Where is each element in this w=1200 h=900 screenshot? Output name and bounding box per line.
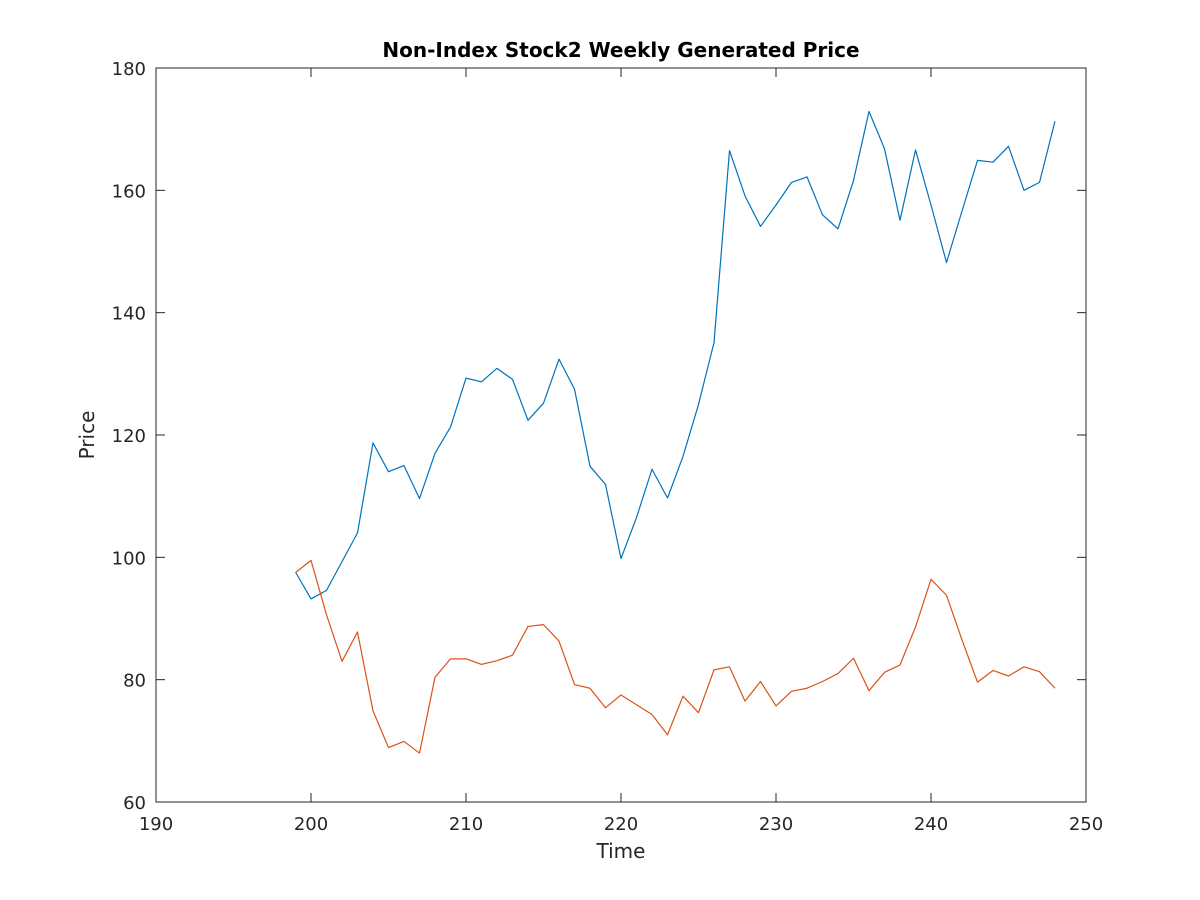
y-tick-label: 180 xyxy=(112,59,146,80)
y-tick-label: 80 xyxy=(123,671,146,692)
chart-title: Non-Index Stock2 Weekly Generated Price xyxy=(382,38,859,62)
y-tick-label: 160 xyxy=(112,181,146,202)
series-layer xyxy=(294,110,1056,754)
x-tick-label: 190 xyxy=(139,814,173,835)
y-tick-label: 120 xyxy=(112,426,146,447)
x-tick-label: 210 xyxy=(449,814,483,835)
plot-area xyxy=(155,67,1087,803)
x-tick-label: 230 xyxy=(759,814,793,835)
y-tick-label: 140 xyxy=(112,304,146,325)
x-tick-label: 250 xyxy=(1069,814,1103,835)
series-line-1 xyxy=(294,110,1056,600)
x-tick-label: 240 xyxy=(914,814,948,835)
x-tick-label: 200 xyxy=(294,814,328,835)
series-line-2 xyxy=(295,559,1056,754)
y-tick-label: 60 xyxy=(123,793,146,814)
tick-layer: 190 200 210 220 230 240 250 60 80 100 120 140 160 180 xyxy=(112,59,1104,835)
y-axis-label: Price xyxy=(75,411,99,460)
y-tick-label: 100 xyxy=(112,548,146,569)
x-axis-label: Time xyxy=(596,839,646,863)
x-tick-label: 220 xyxy=(604,814,638,835)
